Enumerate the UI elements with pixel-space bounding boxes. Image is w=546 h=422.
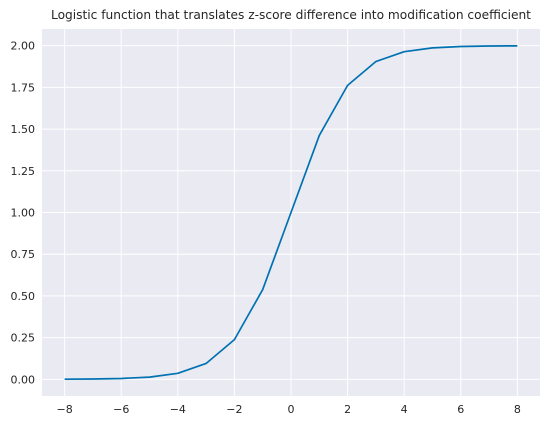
- y-tick-label: 1.25: [11, 165, 36, 178]
- y-tick-label: 1.00: [11, 207, 36, 220]
- series-line-0: [64, 45, 518, 381]
- y-tick-label: 0.25: [11, 332, 36, 345]
- y-tick-label: 2.00: [11, 40, 36, 53]
- x-tick-label: 8: [514, 403, 521, 416]
- series-layer: [64, 45, 518, 381]
- x-tick-label: 2: [344, 403, 351, 416]
- x-tick-label: −8: [57, 403, 73, 416]
- x-tick-labels: −8 −6 −4 −2 0 2 4 6 8: [57, 403, 521, 416]
- x-tick-label: −2: [226, 403, 242, 416]
- x-tick-label: 4: [401, 403, 408, 416]
- y-tick-label: 0.50: [11, 290, 36, 303]
- x-tick-label: −6: [113, 403, 129, 416]
- y-tick-label: 0.00: [11, 373, 36, 386]
- chart-title: Logistic function that translates z-scor…: [51, 8, 531, 22]
- y-tick-label: 0.75: [11, 248, 36, 261]
- y-tick-label: 1.50: [11, 123, 36, 136]
- x-tick-label: −4: [170, 403, 186, 416]
- x-tick-label: 0: [288, 403, 295, 416]
- y-tick-label: 1.75: [11, 81, 36, 94]
- y-tick-labels: 0.00 0.25 0.50 0.75 1.00 1.25 1.50 1.75 2.00: [11, 40, 36, 387]
- x-tick-label: 6: [457, 403, 464, 416]
